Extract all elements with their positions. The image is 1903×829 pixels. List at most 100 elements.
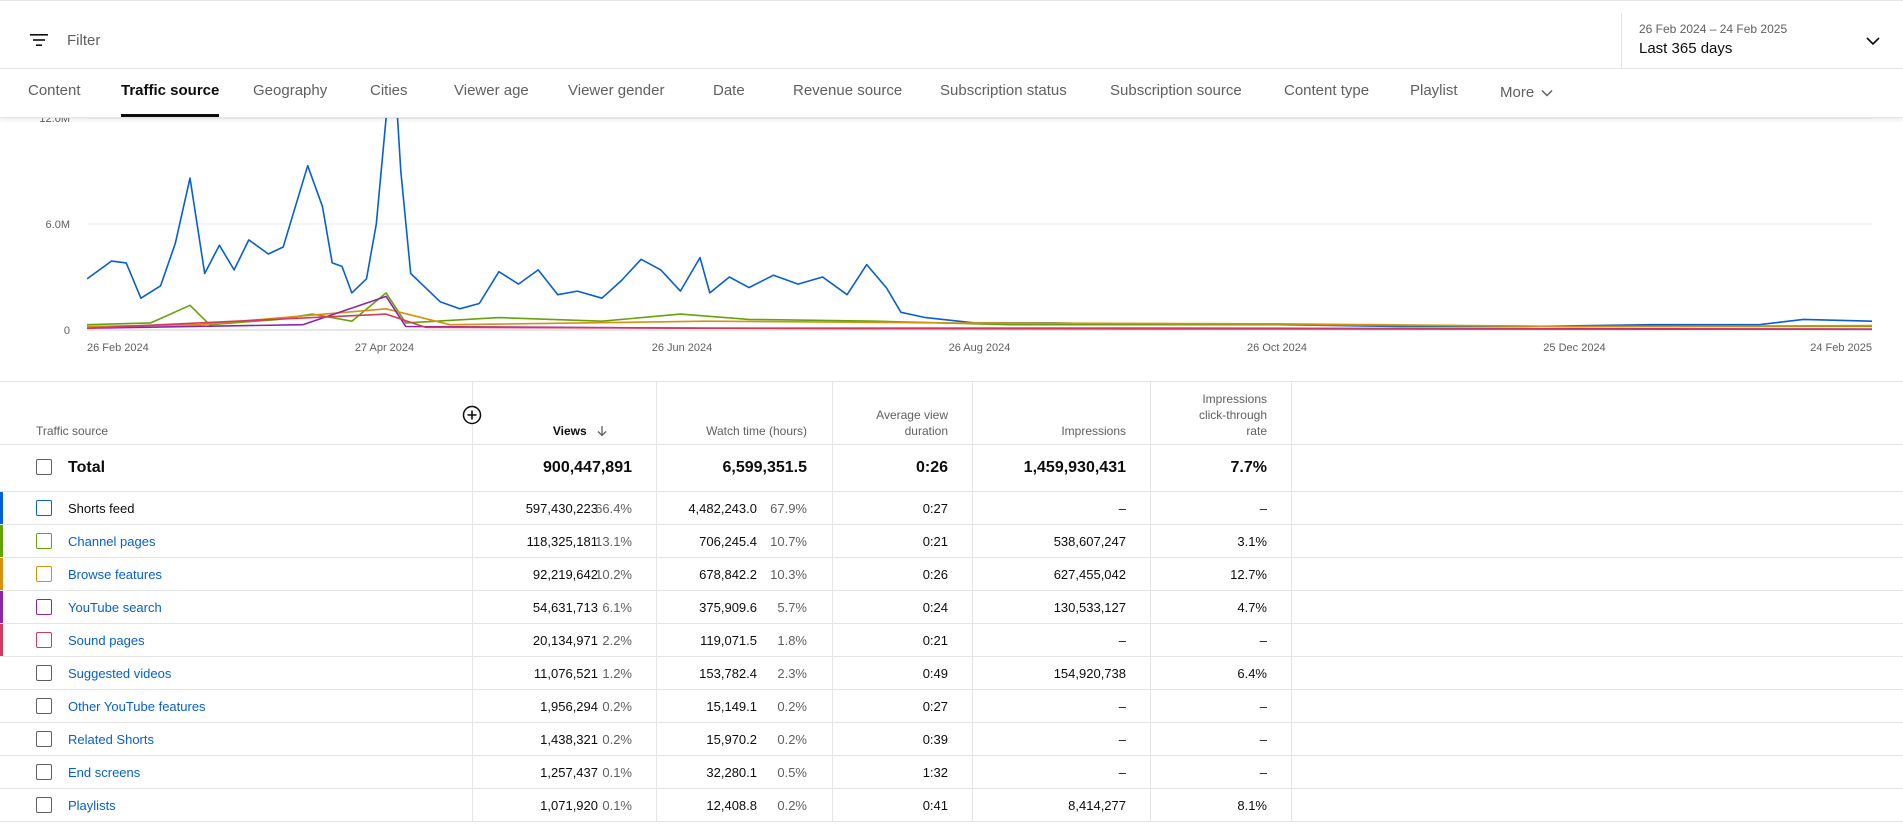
avd-value: 0:41 bbox=[922, 797, 948, 813]
ctr-value: 12.7% bbox=[1230, 566, 1267, 582]
header-watch-time[interactable]: Watch time (hours) bbox=[706, 424, 807, 438]
row-checkbox-youtube-search[interactable] bbox=[36, 599, 52, 615]
total-label: Total bbox=[68, 459, 106, 476]
ctr-value: 4.7% bbox=[1237, 599, 1267, 615]
row-checkbox-shorts-feed[interactable] bbox=[36, 500, 52, 516]
header-average-view-duration[interactable]: Average view duration bbox=[876, 407, 948, 439]
impressions-value: 154,920,738 bbox=[1053, 665, 1126, 681]
avd-value: 0:27 bbox=[922, 698, 948, 714]
filter-icon[interactable] bbox=[30, 32, 48, 48]
row-label-youtube-search[interactable]: YouTube search bbox=[68, 599, 162, 615]
row-checkbox-other-youtube-features[interactable] bbox=[36, 698, 52, 714]
header-avd-line1: Average view bbox=[876, 408, 948, 422]
tab-viewer-gender[interactable]: Viewer gender bbox=[568, 82, 665, 99]
watch-time-percent: 5.7% bbox=[777, 599, 807, 615]
header-impressions-ctr[interactable]: Impressions click-through rate bbox=[1199, 391, 1267, 439]
header-views[interactable]: Views bbox=[553, 423, 608, 439]
table-row: Related Shorts 1,438,321 0.2% 15,970.2 0… bbox=[0, 723, 1903, 756]
row-checkbox-related-shorts[interactable] bbox=[36, 731, 52, 747]
watch-time-value: 15,970.2 bbox=[706, 731, 757, 747]
watch-time-value: 12,408.8 bbox=[706, 797, 757, 813]
views-value: 11,076,521 bbox=[533, 665, 598, 681]
views-value: 92,219,642 bbox=[532, 566, 598, 582]
row-label-suggested-videos[interactable]: Suggested videos bbox=[68, 665, 172, 681]
row-checkbox-sound-pages[interactable] bbox=[36, 632, 52, 648]
x-tick-label: 25 Dec 2024 bbox=[1543, 342, 1605, 354]
line-chart: 12.0M 6.0M 0 26 Feb 2024 27 Apr 2024 26 Jun 2… bbox=[39, 118, 1872, 354]
tab-content-type[interactable]: Content type bbox=[1284, 82, 1370, 99]
row-label-channel-pages[interactable]: Channel pages bbox=[68, 533, 156, 549]
tab-subscription-source[interactable]: Subscription source bbox=[1110, 82, 1242, 99]
row-label-sound-pages[interactable]: Sound pages bbox=[68, 632, 145, 648]
views-percent: 0.2% bbox=[602, 698, 632, 714]
tab-cities[interactable]: Cities bbox=[370, 82, 408, 99]
table-row: YouTube search 54,631,713 6.1% 375,909.6… bbox=[0, 591, 1903, 624]
table-row: Other YouTube features 1,956,294 0.2% 15… bbox=[0, 690, 1903, 723]
tab-content[interactable]: Content bbox=[28, 82, 81, 99]
total-impressions: 1,459,930,431 bbox=[1023, 459, 1126, 476]
table-row: End screens 1,257,437 0.1% 32,280.1 0.5%… bbox=[0, 756, 1903, 789]
row-checkbox-end-screens[interactable] bbox=[36, 764, 52, 780]
tab-revenue-source[interactable]: Revenue source bbox=[793, 82, 903, 99]
views-value: 597,430,223 bbox=[525, 500, 598, 516]
header-views-label: Views bbox=[552, 424, 587, 438]
watch-time-value: 119,071.5 bbox=[700, 632, 757, 648]
ctr-value: – bbox=[1259, 698, 1267, 714]
tab-date[interactable]: Date bbox=[713, 82, 745, 99]
row-checkbox-playlists[interactable] bbox=[36, 797, 52, 813]
row-label-end-screens[interactable]: End screens bbox=[68, 764, 141, 780]
x-tick-label: 26 Feb 2024 bbox=[87, 342, 149, 354]
views-percent: 0.1% bbox=[602, 764, 632, 780]
row-checkbox-suggested-videos[interactable] bbox=[36, 665, 52, 681]
tab-more[interactable]: More bbox=[1500, 69, 1554, 117]
views-value: 1,956,294 bbox=[540, 698, 598, 714]
views-percent: 10.2% bbox=[595, 566, 632, 582]
avd-value: 0:27 bbox=[922, 500, 948, 516]
chevron-down-icon bbox=[1866, 37, 1880, 46]
tab-viewer-age[interactable]: Viewer age bbox=[454, 82, 529, 99]
row-label-shorts-feed: Shorts feed bbox=[68, 500, 135, 516]
date-range-picker[interactable]: 26 Feb 2024 – 24 Feb 2025 Last 365 days bbox=[1621, 13, 1903, 70]
row-label-other-youtube-features[interactable]: Other YouTube features bbox=[68, 698, 206, 714]
tab-geography[interactable]: Geography bbox=[253, 82, 328, 99]
top-bar: Filter 26 Feb 2024 – 24 Feb 2025 Last 36… bbox=[0, 0, 1903, 70]
avd-value: 0:21 bbox=[922, 632, 948, 648]
impressions-value: 130,533,127 bbox=[1053, 599, 1126, 615]
tab-subscription-status[interactable]: Subscription status bbox=[940, 82, 1067, 99]
filter-input[interactable]: Filter bbox=[67, 32, 101, 49]
tab-traffic-source[interactable]: Traffic source bbox=[121, 69, 220, 117]
views-percent: 66.4% bbox=[595, 500, 632, 516]
table-row: Channel pages 118,325,181 13.1% 706,245.… bbox=[0, 525, 1903, 558]
ctr-value: – bbox=[1259, 731, 1267, 747]
views-percent: 6.1% bbox=[602, 599, 632, 615]
impressions-value: – bbox=[1118, 698, 1126, 714]
arrow-down-icon bbox=[597, 426, 607, 437]
series-line-4 bbox=[87, 313, 1872, 331]
ctr-value: 6.4% bbox=[1237, 665, 1267, 681]
row-checkbox-browse-features[interactable] bbox=[36, 566, 52, 582]
impressions-value: – bbox=[1118, 764, 1126, 780]
views-value: 1,438,321 bbox=[540, 731, 598, 747]
row-checkbox-channel-pages[interactable] bbox=[36, 533, 52, 549]
header-traffic-source[interactable]: Traffic source bbox=[36, 424, 109, 438]
views-value: 54,631,713 bbox=[532, 599, 598, 615]
row-label-browse-features[interactable]: Browse features bbox=[68, 566, 162, 582]
impressions-value: 538,607,247 bbox=[1053, 533, 1126, 549]
table-row: Shorts feed 597,430,223 66.4% 4,482,243.… bbox=[0, 492, 1903, 525]
row-label-related-shorts[interactable]: Related Shorts bbox=[68, 731, 154, 747]
add-circle-icon[interactable] bbox=[462, 405, 482, 425]
header-impressions[interactable]: Impressions bbox=[1061, 424, 1126, 438]
total-checkbox[interactable] bbox=[36, 459, 52, 475]
views-percent: 0.2% bbox=[602, 731, 632, 747]
watch-time-percent: 1.8% bbox=[777, 632, 807, 648]
avd-value: 0:24 bbox=[922, 599, 948, 615]
watch-time-value: 15,149.1 bbox=[706, 698, 757, 714]
watch-time-percent: 10.3% bbox=[770, 566, 807, 582]
tab-playlist[interactable]: Playlist bbox=[1410, 82, 1458, 99]
header-ctr-line1: Impressions bbox=[1202, 392, 1267, 406]
row-label-playlists[interactable]: Playlists bbox=[68, 797, 116, 813]
watch-time-value: 32,280.1 bbox=[706, 764, 757, 780]
header-ctr-line3: rate bbox=[1246, 424, 1267, 438]
avd-value: 0:21 bbox=[922, 533, 948, 549]
table-header-row: Traffic source Views Watch time (hours) … bbox=[0, 382, 1903, 445]
